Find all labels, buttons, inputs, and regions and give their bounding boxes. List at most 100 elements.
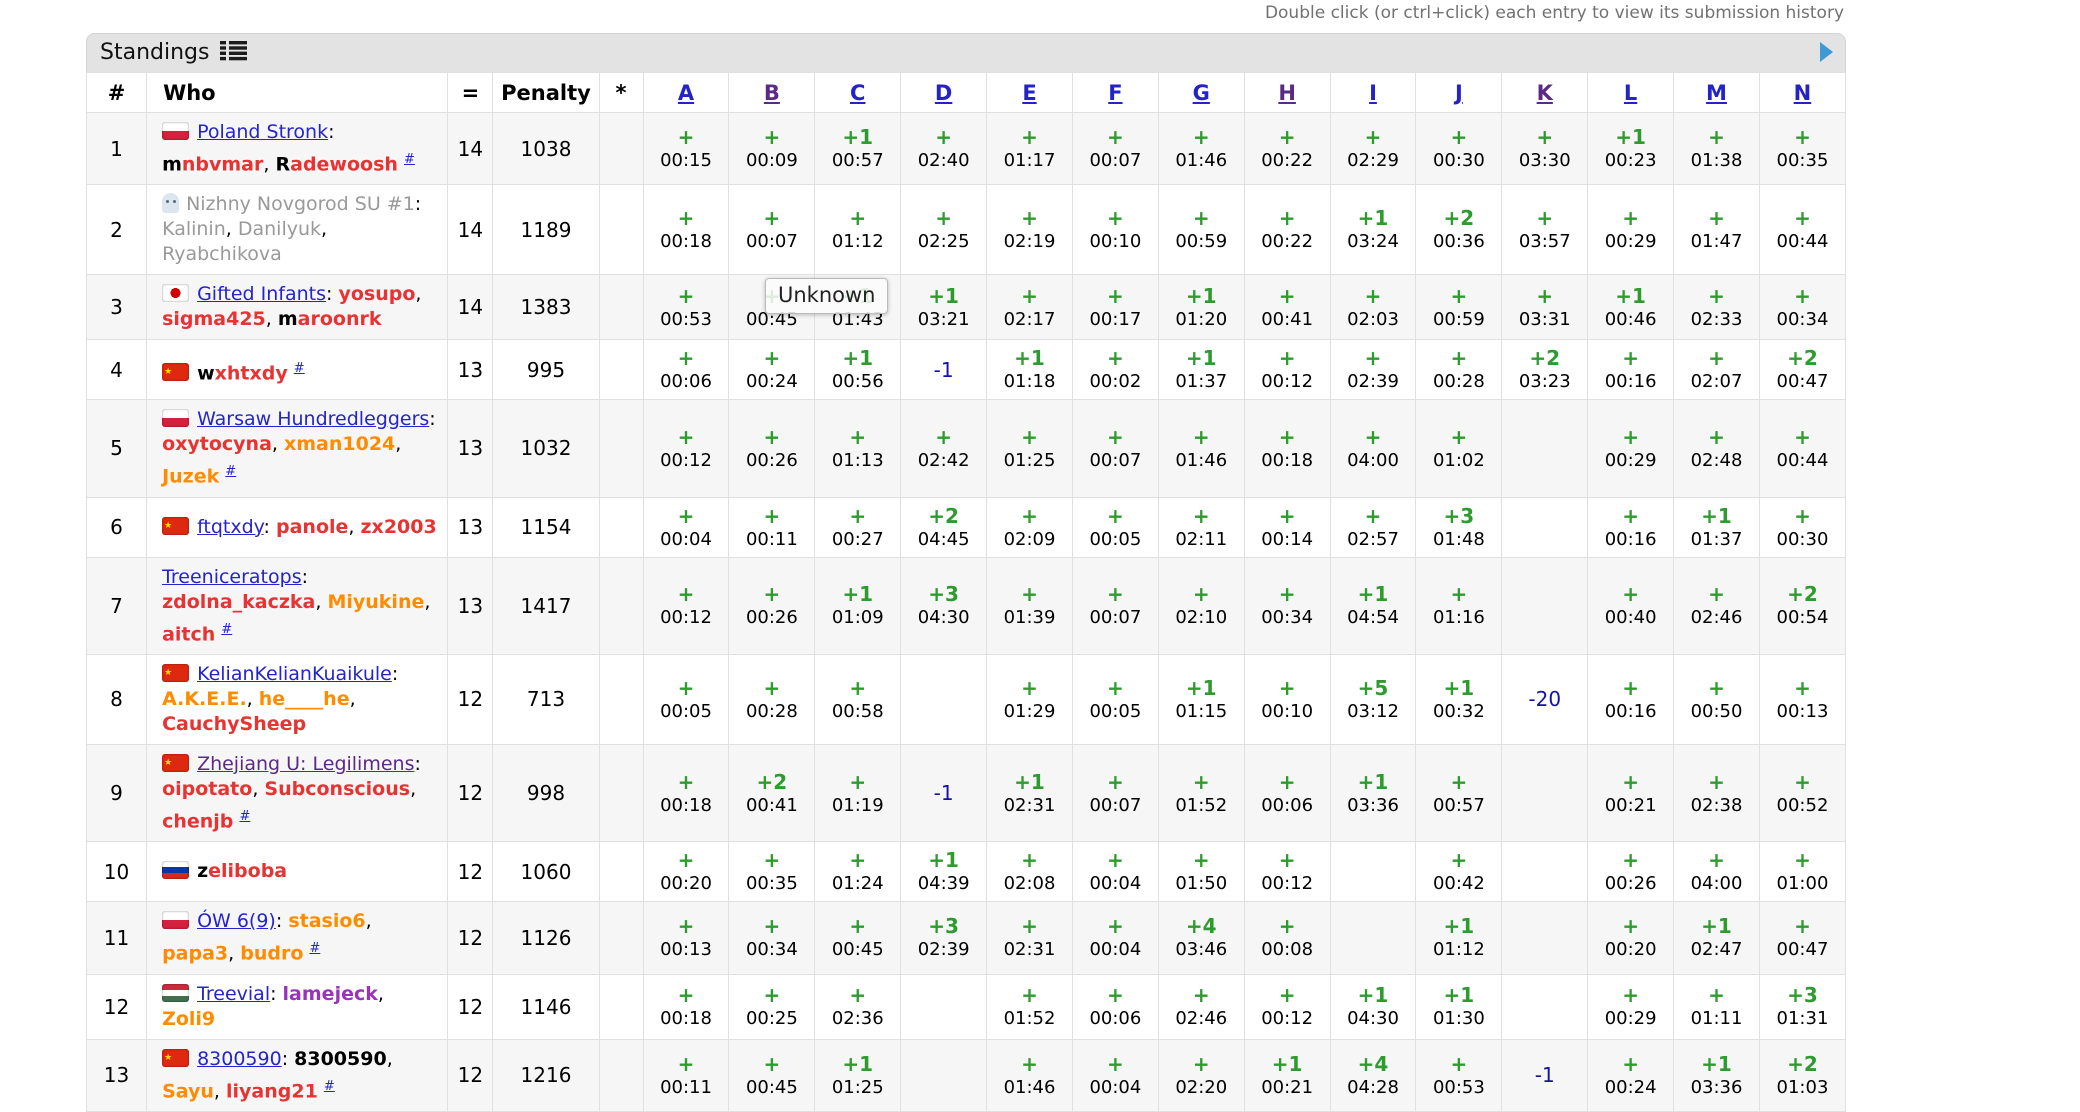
problem-link[interactable]: M (1706, 80, 1727, 105)
hash-link[interactable]: # (225, 464, 237, 480)
problem-link[interactable]: K (1536, 80, 1553, 105)
result-cell[interactable]: +00:04 (1071, 901, 1159, 975)
problem-link[interactable]: H (1278, 80, 1296, 105)
result-cell[interactable]: +1 00:46 (1587, 274, 1675, 341)
member-handle[interactable]: A.K.E.E. (162, 687, 247, 710)
member-handle[interactable]: papa3 (162, 942, 229, 965)
result-cell[interactable]: +00:26 (728, 556, 816, 655)
result-cell[interactable]: +00:34 (728, 901, 816, 975)
result-cell[interactable]: -1 (900, 743, 988, 843)
result-cell[interactable]: +02:20 (1157, 1038, 1245, 1112)
result-cell[interactable]: +00:28 (728, 653, 816, 745)
result-cell[interactable]: +02:19 (986, 184, 1073, 276)
hash-link[interactable]: # (293, 360, 305, 376)
next-page-arrow-icon[interactable] (1820, 42, 1833, 62)
result-cell[interactable]: +3 01:31 (1758, 973, 1847, 1040)
result-cell[interactable]: +00:09 (728, 111, 816, 186)
result-cell[interactable]: +00:07 (728, 184, 816, 276)
who-cell[interactable]: zeliboba (146, 841, 449, 903)
who-cell[interactable]: Gifted Infants: yosupo, sigma425, maroon… (146, 274, 449, 341)
result-cell[interactable]: +2 04:45 (900, 496, 988, 558)
result-cell[interactable]: +1 01:37 (1673, 496, 1760, 558)
result-cell[interactable]: +00:29 (1587, 973, 1675, 1040)
result-cell[interactable]: +01:52 (986, 973, 1073, 1040)
member-handle[interactable]: aitch (162, 622, 216, 645)
team-link[interactable]: ÓW 6(9) (197, 910, 276, 933)
member-handle[interactable]: zx2003 (360, 515, 437, 538)
problem-link[interactable]: L (1623, 80, 1638, 105)
result-cell[interactable]: +00:05 (1071, 653, 1159, 745)
result-cell[interactable]: +02:29 (1329, 111, 1417, 186)
team-link[interactable]: Treeniceratops (162, 565, 302, 588)
result-cell[interactable]: +01:46 (1157, 399, 1245, 498)
result-cell[interactable]: +01:47 (1673, 184, 1760, 276)
result-cell[interactable]: -1 (1501, 1038, 1589, 1112)
result-cell[interactable]: +00:29 (1587, 184, 1675, 276)
result-cell[interactable]: +01:29 (986, 653, 1073, 745)
result-cell[interactable]: +02:10 (1157, 556, 1245, 655)
result-cell[interactable]: +1 01:37 (1157, 339, 1245, 401)
result-cell[interactable]: +00:18 (642, 184, 730, 276)
result-cell[interactable]: +00:25 (728, 973, 816, 1040)
member-handle[interactable]: budro (240, 942, 304, 965)
result-cell[interactable]: +00:04 (1071, 841, 1159, 903)
result-cell[interactable]: +00:02 (1071, 339, 1159, 401)
problem-link[interactable]: G (1192, 80, 1210, 105)
hash-link[interactable]: # (323, 1078, 335, 1094)
result-cell[interactable]: +00:50 (1673, 653, 1760, 745)
result-cell[interactable]: +00:18 (642, 973, 730, 1040)
result-cell[interactable]: +00:17 (1071, 274, 1159, 341)
result-cell[interactable]: +02:17 (986, 274, 1073, 341)
result-cell[interactable]: +00:10 (1071, 184, 1159, 276)
result-cell[interactable]: +00:47 (1758, 901, 1847, 975)
member-handle[interactable]: panole (276, 515, 349, 538)
result-cell[interactable]: +00:11 (642, 1038, 730, 1112)
result-cell[interactable]: +00:12 (1243, 339, 1331, 401)
result-cell[interactable]: +01:52 (1157, 743, 1245, 843)
problem-link[interactable]: F (1108, 80, 1123, 105)
result-cell[interactable]: +00:45 (728, 1038, 816, 1112)
result-cell[interactable]: +1 04:54 (1329, 556, 1417, 655)
result-cell[interactable]: +1 04:39 (900, 841, 988, 903)
team-link[interactable]: Warsaw Hundredleggers (197, 408, 430, 431)
team-link[interactable]: Gifted Infants (197, 283, 327, 306)
result-cell[interactable]: +03:30 (1501, 111, 1589, 186)
result-cell[interactable]: +4 04:28 (1329, 1038, 1417, 1112)
result-cell[interactable]: +00:04 (1071, 1038, 1159, 1112)
result-cell[interactable]: +00:16 (1587, 496, 1675, 558)
team-link[interactable]: Zhejiang U: Legilimens (197, 752, 415, 775)
result-cell[interactable]: +00:16 (1587, 653, 1675, 745)
result-cell[interactable]: +01:50 (1157, 841, 1245, 903)
result-cell[interactable]: +1 02:47 (1673, 901, 1760, 975)
problem-link[interactable]: B (763, 80, 780, 105)
team-link[interactable]: Poland Stronk (197, 121, 329, 143)
result-cell[interactable]: +01:17 (986, 111, 1073, 186)
result-cell[interactable]: +00:44 (1758, 184, 1847, 276)
result-cell[interactable]: +00:20 (1587, 901, 1675, 975)
member-handle[interactable]: CauchySheep (162, 712, 307, 735)
member-handle[interactable]: zeliboba (197, 860, 288, 883)
problem-link[interactable]: C (850, 80, 866, 105)
result-cell[interactable]: +00:18 (642, 743, 730, 843)
member-handle[interactable]: Zoli9 (162, 1007, 216, 1030)
result-cell[interactable]: +2 00:41 (728, 743, 816, 843)
result-cell[interactable]: +1 02:31 (986, 743, 1073, 843)
result-cell[interactable]: +00:24 (728, 339, 816, 401)
member-handle[interactable]: 8300590 (294, 1047, 387, 1070)
result-cell[interactable]: +02:39 (1329, 339, 1417, 401)
result-cell[interactable]: +00:34 (1758, 274, 1847, 341)
result-cell[interactable]: +00:11 (728, 496, 816, 558)
result-cell[interactable]: +01:00 (1758, 841, 1847, 903)
result-cell[interactable]: +00:07 (1071, 399, 1159, 498)
result-cell[interactable]: +00:07 (1071, 743, 1159, 843)
problem-link[interactable]: J (1454, 80, 1463, 105)
result-cell[interactable]: +00:12 (642, 556, 730, 655)
who-cell[interactable]: Treevial: lamejeck, Zoli9 (146, 973, 449, 1040)
result-cell[interactable]: +1 03:24 (1329, 184, 1417, 276)
result-cell[interactable]: +02:25 (900, 184, 988, 276)
result-cell[interactable]: +02:57 (1329, 496, 1417, 558)
member-handle[interactable]: maroonrk (277, 308, 382, 331)
result-cell[interactable]: +1 01:15 (1157, 653, 1245, 745)
result-cell[interactable]: +5 03:12 (1329, 653, 1417, 745)
result-cell[interactable]: +1 01:12 (1415, 901, 1503, 975)
